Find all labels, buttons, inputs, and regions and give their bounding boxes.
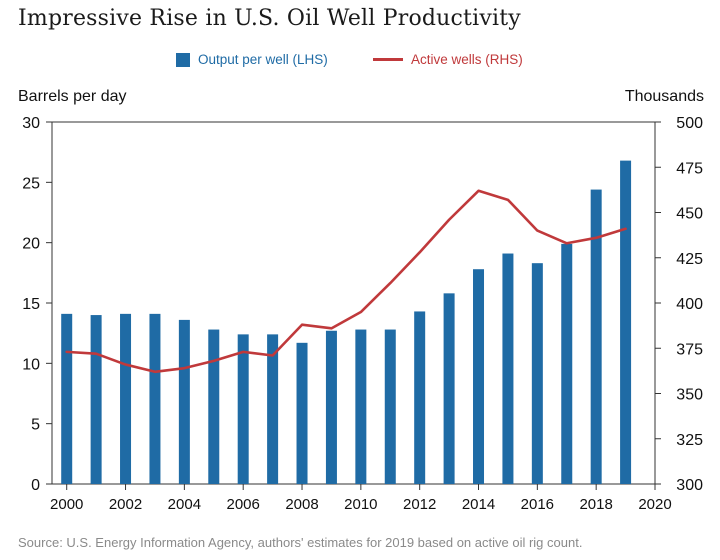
x-tick-label-2008: 2008: [285, 496, 318, 513]
bar-output-2010: [355, 329, 367, 484]
y-left-tick-label-30: 30: [22, 115, 40, 132]
x-tick-label-2010: 2010: [344, 496, 377, 513]
chart-title: Impressive Rise in U.S. Oil Well Product…: [18, 6, 521, 31]
bar-output-2017: [561, 243, 573, 484]
y-left-tick-label-20: 20: [22, 236, 40, 253]
y-right-tick-label-400: 400: [676, 296, 703, 313]
bar-output-2001: [90, 315, 102, 484]
bar-output-2016: [531, 263, 543, 484]
y-right-tick-label-325: 325: [676, 432, 703, 449]
bar-output-2009: [325, 330, 337, 484]
y-left-tick-label-10: 10: [22, 356, 40, 373]
x-tick-label-2012: 2012: [403, 496, 436, 513]
bar-output-2002: [120, 313, 132, 484]
legend-line-swatch: [373, 58, 403, 61]
chart-plot: 2000 2002 2004 2006 2008 2010 2012 2014 2016 2018…: [22, 115, 703, 513]
bar-output-2012: [414, 311, 426, 484]
bar-output-2014: [473, 269, 485, 484]
y-left-tick-label-25: 25: [22, 175, 40, 192]
bar-output-2008: [296, 342, 308, 484]
bar-output-2019: [620, 160, 632, 484]
x-tick-label-2000: 2000: [50, 496, 83, 513]
y-left-tick-label-15: 15: [22, 296, 40, 313]
bar-output-2011: [384, 329, 396, 484]
legend-label-wells: Active wells (RHS): [411, 52, 523, 67]
bar-output-2000: [61, 313, 73, 484]
x-tick-label-2014: 2014: [462, 496, 495, 513]
y-right-tick-label-425: 425: [676, 251, 703, 268]
x-tick-label-2006: 2006: [227, 496, 260, 513]
x-tick-label-2004: 2004: [168, 496, 201, 513]
bar-output-2013: [443, 293, 455, 484]
bar-output-2004: [178, 319, 190, 484]
x-tick-label-2016: 2016: [521, 496, 554, 513]
right-axis-label: Thousands: [624, 88, 704, 105]
y-right-tick-label-500: 500: [676, 115, 703, 132]
legend-label-output: Output per well (LHS): [198, 52, 328, 67]
bar-output-2015: [502, 253, 514, 484]
x-tick-label-2018: 2018: [579, 496, 612, 513]
y-right-tick-label-475: 475: [676, 160, 703, 177]
legend-item-wells: Active wells (RHS): [373, 52, 523, 67]
bar-output-2007: [267, 334, 279, 484]
bar-output-2003: [149, 313, 161, 484]
source-note: Source: U.S. Energy Information Agency, …: [18, 535, 583, 550]
y-right-tick-label-300: 300: [676, 477, 703, 494]
y-left-tick-label-5: 5: [31, 417, 40, 434]
legend-item-output: Output per well (LHS): [176, 52, 328, 67]
y-right-tick-label-350: 350: [676, 387, 703, 404]
bar-output-2005: [208, 329, 220, 484]
x-tick-label-2002: 2002: [109, 496, 142, 513]
bar-output-2006: [237, 334, 249, 484]
y-right-tick-label-375: 375: [676, 341, 703, 358]
line-active-wells: [65, 189, 627, 374]
left-axis-label: Barrels per day: [18, 88, 127, 105]
x-tick-label-2020: 2020: [638, 496, 671, 513]
legend-bar-swatch: [176, 52, 190, 67]
bar-output-2018: [590, 189, 602, 484]
y-left-tick-label-0: 0: [31, 477, 40, 494]
y-right-tick-label-450: 450: [676, 206, 703, 223]
